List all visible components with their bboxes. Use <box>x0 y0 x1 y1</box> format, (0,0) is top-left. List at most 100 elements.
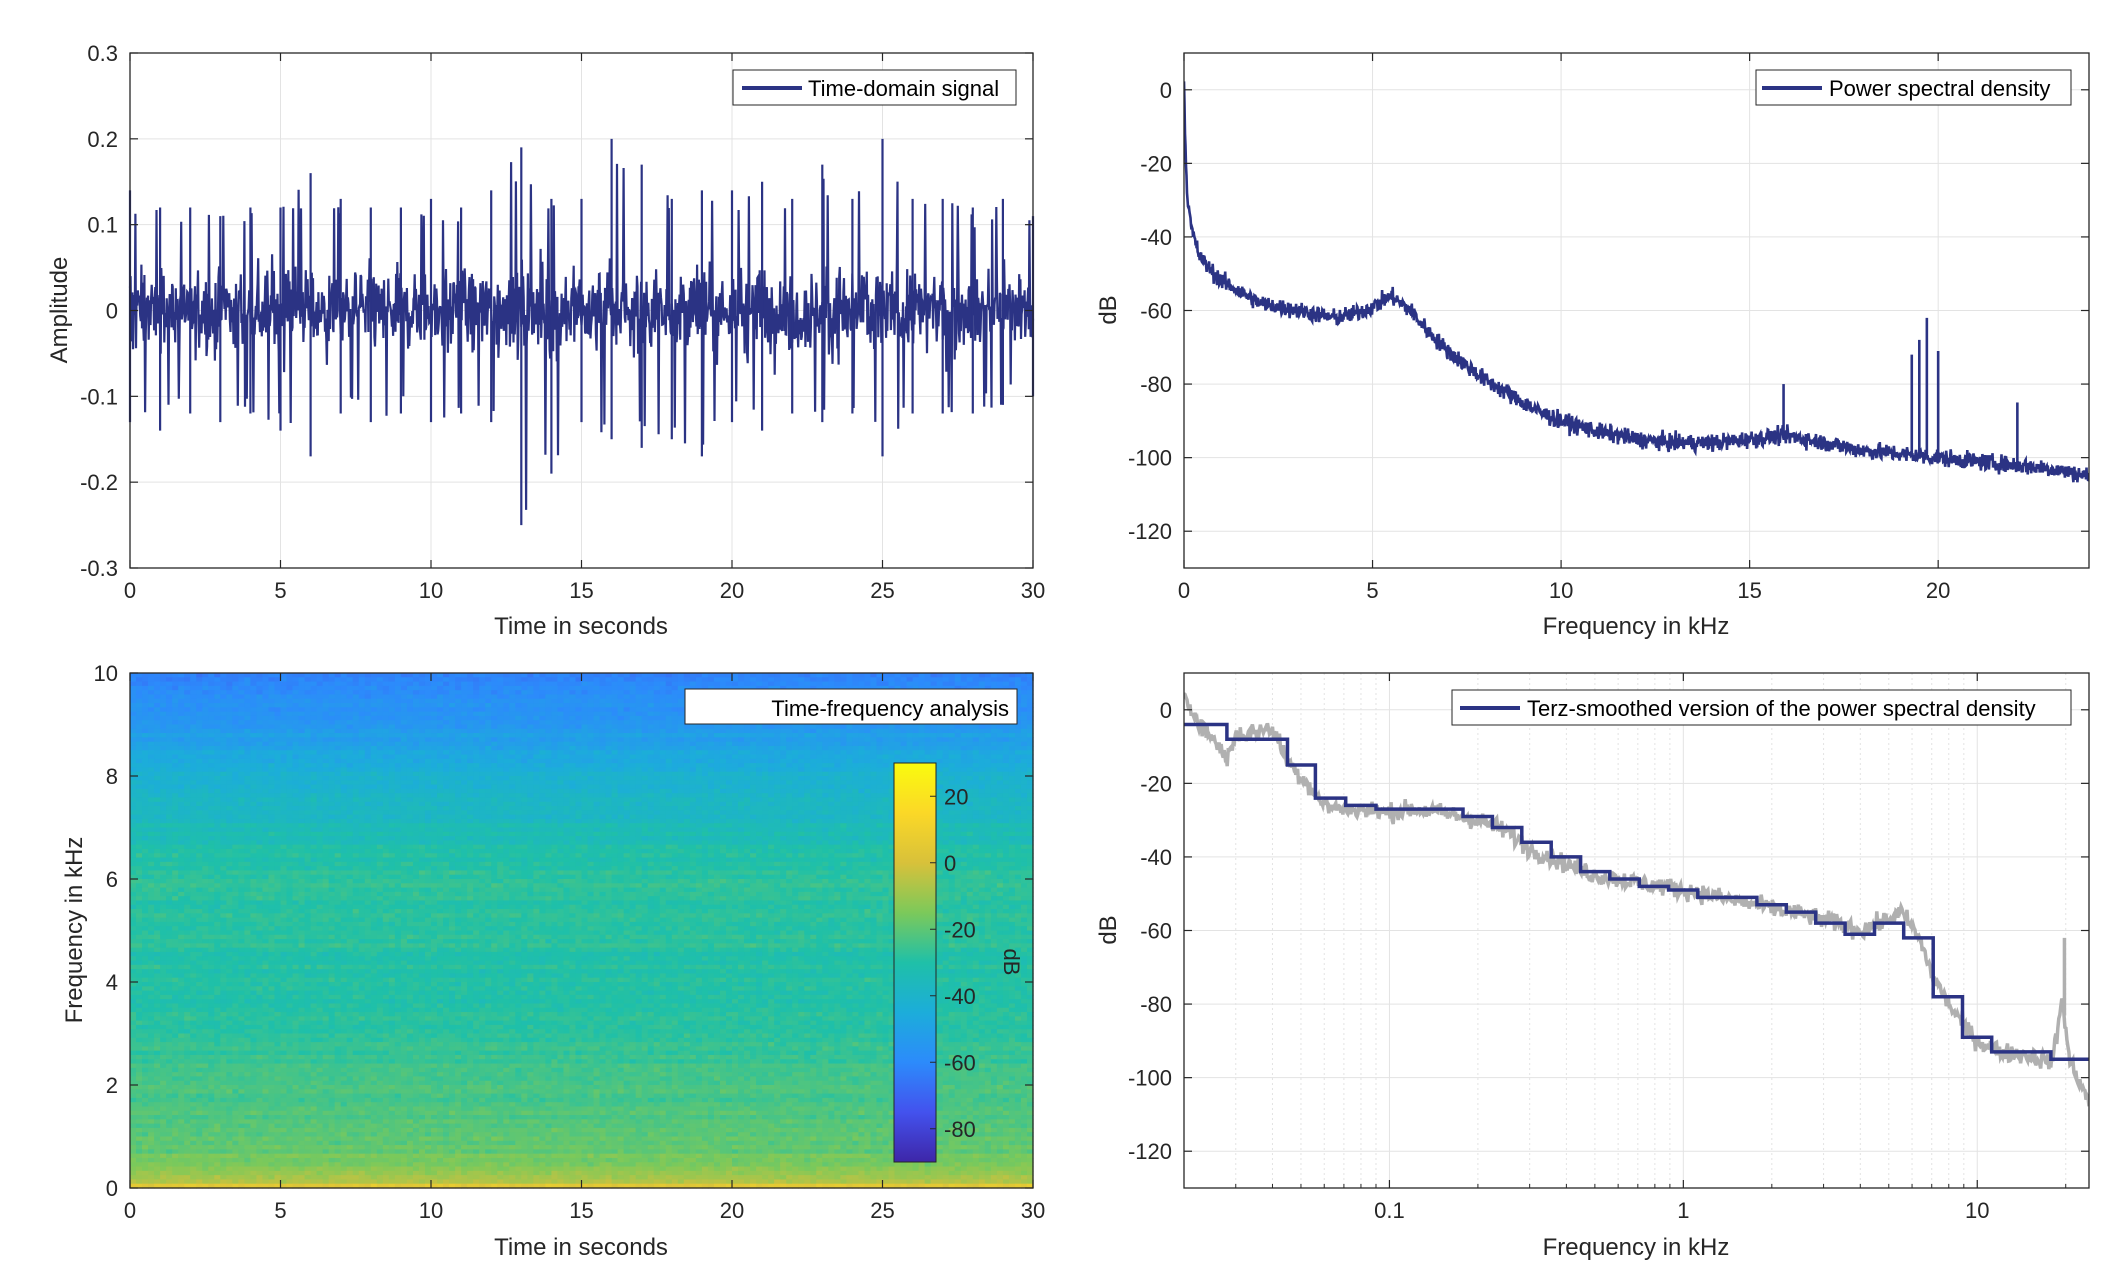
spectrogram-cell <box>641 741 649 747</box>
spectrogram-cell <box>250 715 258 721</box>
spectrogram-cell <box>659 797 667 803</box>
spectrogram-cell <box>653 690 661 696</box>
spectrogram-cell <box>394 784 402 790</box>
spectrogram-cell <box>406 720 414 726</box>
spectrogram-cell <box>930 681 938 687</box>
spectrogram-cell <box>322 754 330 760</box>
spectrogram-cell <box>551 780 559 786</box>
spectrogram-cell <box>659 758 667 764</box>
psd-ytick-label: -40 <box>1140 225 1172 250</box>
spectrogram-cell <box>503 673 510 678</box>
spectrogram-cell <box>328 737 336 743</box>
spectrogram-cell <box>713 780 721 786</box>
spectrogram-cell <box>178 673 185 678</box>
spectrogram-cell <box>431 733 438 738</box>
spectrogram-cell <box>1020 771 1028 777</box>
spectrogram-cell <box>984 754 992 760</box>
spectrogram-cell <box>539 741 546 747</box>
spectrogram-cell <box>208 801 215 807</box>
spectrogram-cell <box>545 767 552 773</box>
spectrogram-cell <box>509 801 516 807</box>
spectrogram-cell <box>888 784 896 790</box>
spectrogram-cell <box>732 758 739 764</box>
spectrogram-cell <box>623 690 631 696</box>
spectrogram-cell <box>545 780 552 786</box>
spectrogram-cell <box>280 776 288 781</box>
spectrogram-cell <box>1026 788 1034 794</box>
spectrogram-cell <box>190 750 197 756</box>
spectrogram-cell <box>364 685 372 691</box>
spectrogram-cell <box>220 677 227 683</box>
spectrogram-cell <box>509 685 516 691</box>
spectrogram-cell <box>984 677 992 683</box>
spectrogram-cell <box>178 690 185 696</box>
spectrogram-cell <box>774 745 781 751</box>
spectrogram-cell <box>503 737 510 743</box>
spectrogram-cell <box>876 784 884 790</box>
spectrogram-cell <box>202 797 209 803</box>
spectrogram-cell <box>671 797 679 803</box>
spectrogram-cell <box>467 703 474 708</box>
spectrogram-cell <box>346 763 354 769</box>
spectrogram-cell <box>695 728 703 734</box>
spectrogram-cell <box>1026 741 1034 747</box>
spectrogram-cell <box>286 690 294 696</box>
spectrogram-cell <box>184 776 191 781</box>
spectrogram-cell <box>834 677 841 683</box>
spectrogram-cell <box>316 776 324 781</box>
spectrogram-cell <box>190 720 197 726</box>
spectrogram-cell <box>238 720 245 726</box>
spectrogram-cell <box>274 776 282 781</box>
spectrogram-cell <box>268 806 276 811</box>
spectrogram-cell <box>467 797 474 803</box>
spectrogram-cell <box>232 741 239 747</box>
spectrogram-cell <box>611 801 619 807</box>
spectrogram-cell <box>316 715 324 721</box>
spectrogram-cell <box>346 673 354 678</box>
spectrogram-cell <box>352 733 360 738</box>
spectrogram-cell <box>479 698 486 704</box>
spectrogram-cell <box>1008 758 1016 764</box>
spectrogram-cell <box>786 728 793 734</box>
spectrogram-cell <box>738 776 745 781</box>
spectrogram-cell <box>406 733 414 738</box>
spectrogram-cell <box>394 703 402 708</box>
spectrogram-cell <box>437 690 444 696</box>
spectrogram-cell <box>996 745 1004 751</box>
spectrogram-cell <box>960 767 968 773</box>
spectrogram-cell <box>798 793 805 799</box>
spectrogram-cell <box>208 758 215 764</box>
spectrogram-cell <box>268 788 276 794</box>
spectrogram-cell <box>136 715 143 721</box>
spectrogram-cell <box>605 741 613 747</box>
spectrogram-cell <box>334 737 342 743</box>
spectrogram-cell <box>154 741 161 747</box>
spectrogram-cell <box>1026 750 1034 756</box>
spectrogram-cell <box>756 741 763 747</box>
spectrogram-cell <box>358 806 366 811</box>
spectrogram-cell <box>924 745 932 751</box>
spectrogram-cell <box>894 754 902 760</box>
spectrogram-cell <box>557 797 565 803</box>
spectrogram-cell <box>166 733 173 738</box>
spectrogram-cell <box>1002 797 1010 803</box>
spectrogram-cell <box>635 754 643 760</box>
spectrogram-cell <box>611 780 619 786</box>
spectrogram-cell <box>202 685 209 691</box>
spectrogram-cell <box>437 763 444 769</box>
spectrogram-cell <box>286 763 294 769</box>
spectrogram-cell <box>190 690 197 696</box>
spectrogram-cell <box>533 745 540 751</box>
spectrogram-cell <box>455 745 462 751</box>
spectrogram-cell <box>581 698 589 704</box>
spectrogram-cell <box>557 685 565 691</box>
spectrogram-cell <box>400 797 408 803</box>
spectrogram-cell <box>798 780 805 786</box>
spectrogram-cell <box>190 754 197 760</box>
spectrogram-cell <box>1002 754 1010 760</box>
spectrogram-cell <box>503 677 510 683</box>
spectrogram-cell <box>184 733 191 738</box>
spectrogram-cell <box>557 715 565 721</box>
spectrogram-cell <box>443 758 450 764</box>
spectrogram-cell <box>683 788 691 794</box>
